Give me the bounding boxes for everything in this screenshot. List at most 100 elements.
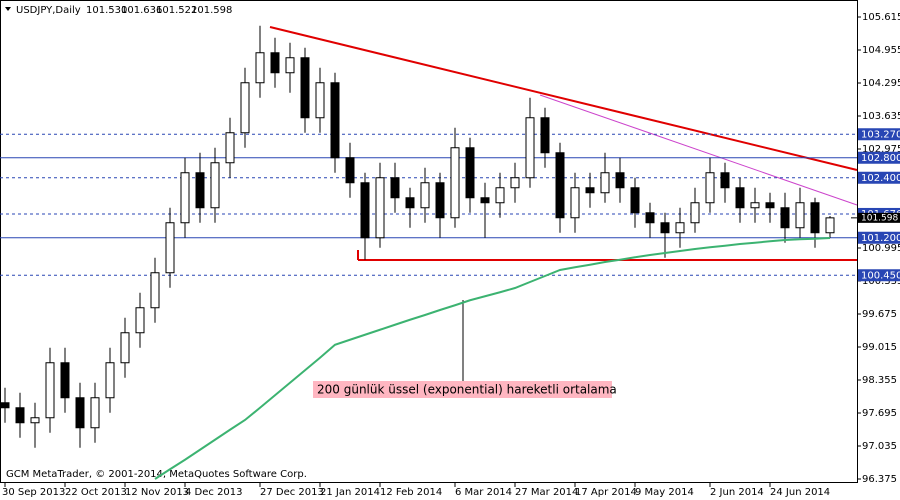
level-label: 103.270: [861, 129, 900, 140]
candle-body: [195, 172, 205, 209]
y-tick-label: 100.995: [862, 243, 900, 254]
y-tick-label: 96.375: [862, 474, 897, 485]
y-tick-label: 104.955: [862, 45, 900, 56]
candle-body: [495, 187, 505, 204]
symbol: USDJPY,Daily: [16, 5, 81, 16]
candle-body: [525, 117, 535, 179]
candle-body: [390, 177, 400, 199]
ohlc-value: 101.530: [86, 5, 127, 16]
candle-body: [15, 407, 25, 424]
candle-body: [135, 307, 145, 334]
annotation-box: [313, 381, 612, 398]
candle-body: [285, 57, 295, 74]
x-tick-label: 30 Sep 2013: [2, 487, 65, 498]
ohlc-value: 101.598: [191, 5, 232, 16]
y-tick-label: 102.975: [862, 144, 900, 155]
annotation: 200 günlük üssel (exponential) hareketli…: [317, 383, 617, 397]
ohlc-value: 101.636: [121, 5, 162, 16]
candle-body: [435, 182, 445, 219]
last-price-label: 101.598: [861, 213, 898, 223]
level-label: 102.800: [861, 153, 900, 164]
candle-body: [675, 222, 685, 234]
candle-body: [735, 187, 745, 209]
y-tick-label: 100.335: [862, 276, 900, 287]
candle-body: [0, 402, 10, 409]
candle-body: [570, 187, 580, 219]
candle-body: [270, 52, 280, 74]
candle-body: [600, 172, 610, 194]
y-tick-label: 99.675: [862, 309, 897, 320]
level-label-box: [858, 231, 900, 244]
candle-body: [120, 332, 130, 364]
candle-body: [690, 202, 700, 224]
x-tick-label: 12 Nov 2013: [125, 487, 189, 498]
level-label-box: [858, 151, 900, 164]
candle-body: [45, 362, 55, 419]
candle-body: [510, 177, 520, 189]
x-tick-label: 17 Apr 2014: [575, 487, 637, 498]
candle-body: [825, 217, 835, 234]
candle-body: [540, 117, 550, 154]
level-label: 101.200: [861, 233, 900, 244]
y-tick-label: 97.695: [862, 408, 897, 419]
candle-body: [405, 197, 415, 209]
menu-arrow[interactable]: [5, 7, 11, 11]
candle-body: [645, 212, 655, 224]
candle-body: [345, 157, 355, 184]
candle-body: [765, 202, 775, 209]
candle-body: [60, 362, 70, 399]
last-price-box: [858, 212, 900, 223]
x-tick-label: 24 Jun 2014: [770, 487, 830, 498]
y-tick-label: 103.635: [862, 111, 900, 122]
y-tick-label: 99.015: [862, 342, 897, 353]
candle-body: [720, 172, 730, 189]
candle-body: [330, 82, 340, 159]
candle-body: [630, 187, 640, 214]
candle-body: [750, 202, 760, 209]
candle-body: [450, 147, 460, 219]
candle-body: [90, 397, 100, 429]
trend-line: [269, 26, 858, 171]
x-tick-label: 27 Mar 2014: [515, 487, 578, 498]
candle-body: [360, 182, 370, 239]
candle-body: [315, 82, 325, 119]
candle-body: [240, 82, 250, 134]
x-tick-label: 21 Jan 2014: [320, 487, 380, 498]
candle-body: [465, 147, 475, 199]
candle-body: [810, 202, 820, 234]
x-tick-label: 6 Mar 2014: [455, 487, 512, 498]
candle-body: [165, 222, 175, 274]
level-label-box: [858, 269, 900, 282]
level-label-box: [858, 128, 900, 141]
candle-body: [180, 172, 190, 224]
candle-body: [75, 397, 85, 429]
y-tick-label: 97.035: [862, 441, 897, 452]
candle-body: [585, 187, 595, 194]
y-tick-label: 105.615: [862, 12, 900, 23]
copyright: GCM MetaTrader, © 2001-2014, MetaQuotes …: [6, 469, 307, 480]
level-label-box: [858, 171, 900, 184]
candle-body: [255, 52, 265, 84]
candle-body: [615, 172, 625, 189]
candle-body: [660, 222, 670, 234]
trend-line: [539, 94, 858, 206]
candle-body: [480, 197, 490, 204]
candle-body: [150, 272, 160, 309]
x-tick-label: 4 Dec 2013: [185, 487, 243, 498]
x-tick-label: 27 Dec 2013: [260, 487, 324, 498]
candle-body: [555, 152, 565, 219]
ohlc-value: 101.522: [156, 5, 197, 16]
candle-body: [780, 207, 790, 229]
ema-line: [154, 237, 831, 480]
candle-body: [30, 417, 40, 424]
candle-body: [705, 172, 715, 204]
candle-body: [225, 132, 235, 164]
plot-frame: [0, 0, 858, 483]
x-tick-label: 22 Oct 2013: [65, 487, 127, 498]
candle-body: [420, 182, 430, 209]
y-tick-label: 104.295: [862, 78, 900, 89]
candle-body: [375, 177, 385, 239]
y-tick-label: 98.355: [862, 375, 897, 386]
x-tick-label: 2 Jun 2014: [710, 487, 764, 498]
